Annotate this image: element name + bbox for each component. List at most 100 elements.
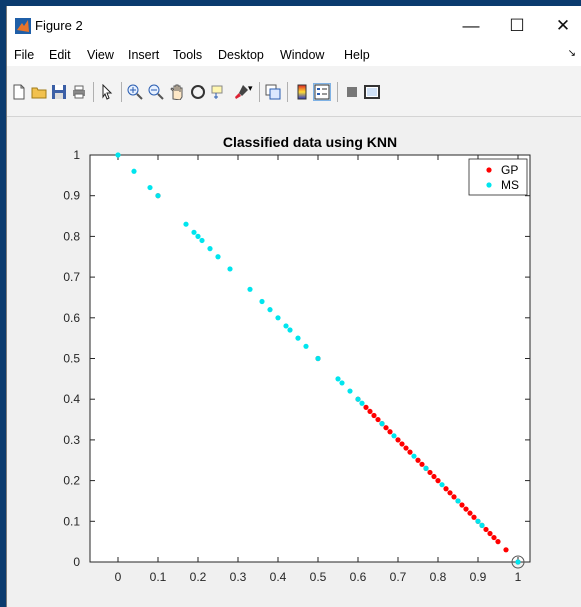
ms-point — [475, 518, 481, 524]
gp-point — [435, 478, 441, 484]
rotate-3d-icon[interactable] — [190, 84, 206, 100]
ms-point — [215, 254, 221, 260]
ms-point — [455, 498, 461, 504]
gp-point — [483, 526, 489, 533]
ms-point — [227, 266, 233, 272]
ms-point — [287, 327, 293, 333]
menu-bar: File Edit View Insert Tools Desktop Wind… — [7, 44, 581, 66]
matlab-logo-icon — [15, 18, 31, 34]
toolbar: ▾ — [7, 66, 581, 117]
x-tick-label: 0.5 — [310, 570, 327, 584]
window-title: Figure 2 — [35, 18, 83, 33]
data-cursor-icon[interactable] — [211, 84, 227, 100]
open-file-icon[interactable] — [31, 84, 47, 100]
ms-point — [411, 453, 417, 459]
menu-window[interactable]: Window — [280, 48, 325, 62]
ms-point — [355, 396, 361, 402]
hide-plot-tools-icon[interactable] — [344, 84, 360, 100]
toolbar-separator — [259, 82, 260, 102]
ms-point — [347, 388, 353, 394]
colorbar-icon[interactable] — [294, 84, 310, 100]
ms-point — [147, 184, 153, 191]
link-plot-icon[interactable] — [265, 84, 281, 100]
zoom-out-icon[interactable] — [148, 84, 164, 100]
x-tick-label: 0.2 — [190, 570, 207, 584]
pointer-icon[interactable] — [99, 84, 115, 100]
menu-view[interactable]: View — [87, 48, 114, 62]
menu-overflow-icon[interactable]: ↘ — [567, 48, 576, 59]
menu-desktop[interactable]: Desktop — [218, 48, 264, 62]
new-figure-icon[interactable] — [11, 84, 27, 100]
brush-dropdown-icon[interactable]: ▾ — [248, 83, 253, 93]
gp-point — [395, 437, 401, 443]
gp-point — [363, 404, 369, 410]
legend-marker — [486, 182, 492, 188]
x-tick-label: 0.8 — [430, 570, 447, 584]
y-tick-label: 0.7 — [63, 270, 80, 284]
menu-help[interactable]: Help — [344, 48, 370, 62]
pan-hand-icon[interactable] — [169, 84, 185, 100]
legend-icon[interactable] — [313, 83, 331, 101]
x-tick-label: 0.3 — [230, 570, 247, 584]
gp-point — [459, 502, 465, 508]
menu-insert[interactable]: Insert — [128, 48, 160, 62]
gp-point — [407, 449, 413, 455]
x-tick-label: 0.4 — [270, 570, 287, 584]
menu-file[interactable]: File — [14, 48, 35, 62]
toolbar-separator — [121, 82, 122, 102]
gp-point — [491, 534, 497, 541]
minimize-button[interactable]: — — [462, 16, 480, 35]
legend-marker — [486, 167, 492, 173]
y-tick-label: 0.1 — [63, 514, 80, 528]
gp-point — [383, 425, 389, 431]
legend-label: GP — [501, 163, 518, 177]
ms-series — [115, 152, 521, 565]
gp-point — [451, 494, 457, 500]
gp-point — [487, 530, 493, 537]
y-tick-label: 1 — [73, 148, 80, 162]
y-tick-label: 0.6 — [63, 311, 80, 325]
y-tick-label: 0.2 — [63, 474, 80, 488]
ms-point — [479, 522, 485, 528]
brush-icon[interactable] — [233, 84, 249, 100]
gp-point — [431, 473, 437, 480]
gp-point — [399, 441, 405, 447]
scatter-plot[interactable]: Classified data using KNN 0 0.1 0.2 0.3 0.4 0… — [7, 117, 581, 607]
gp-point — [463, 506, 469, 512]
figure-canvas: Classified data using KNN 0 0.1 0.2 0.3 0.4 0… — [7, 117, 581, 607]
print-icon[interactable] — [71, 84, 87, 100]
ms-point — [207, 246, 213, 252]
ms-point — [191, 229, 197, 235]
gp-point — [419, 461, 425, 467]
title-bar[interactable]: Figure 2 — ☐ ✕ — [7, 6, 581, 44]
close-button[interactable]: ✕ — [555, 16, 571, 35]
show-plot-tools-icon[interactable] — [364, 84, 380, 100]
toolbar-separator — [93, 82, 94, 102]
ms-point — [315, 355, 321, 362]
menu-tools[interactable]: Tools — [173, 48, 203, 62]
plot-axes[interactable] — [89, 154, 531, 563]
y-tick-label: 0.9 — [63, 189, 80, 203]
y-tick-label: 0 — [73, 555, 80, 569]
menu-edit[interactable]: Edit — [49, 48, 71, 62]
gp-point — [415, 457, 421, 463]
ms-point — [115, 152, 121, 158]
zoom-in-icon[interactable] — [127, 84, 143, 100]
data-cursor-marker[interactable] — [511, 555, 525, 569]
gp-point — [467, 510, 473, 516]
gp-point — [495, 539, 501, 545]
maximize-button[interactable]: ☐ — [509, 16, 525, 35]
ms-point — [131, 168, 137, 174]
gp-point — [447, 490, 453, 496]
gp-point — [371, 412, 377, 419]
save-icon[interactable] — [51, 84, 67, 100]
chart-title: Classified data using KNN — [223, 134, 397, 150]
gp-point — [471, 514, 477, 520]
ms-point — [267, 307, 273, 313]
x-tick-label: 0 — [115, 570, 122, 584]
ms-point — [359, 400, 365, 406]
ms-point — [439, 482, 445, 488]
ms-point — [283, 323, 289, 329]
ms-point — [423, 465, 429, 471]
